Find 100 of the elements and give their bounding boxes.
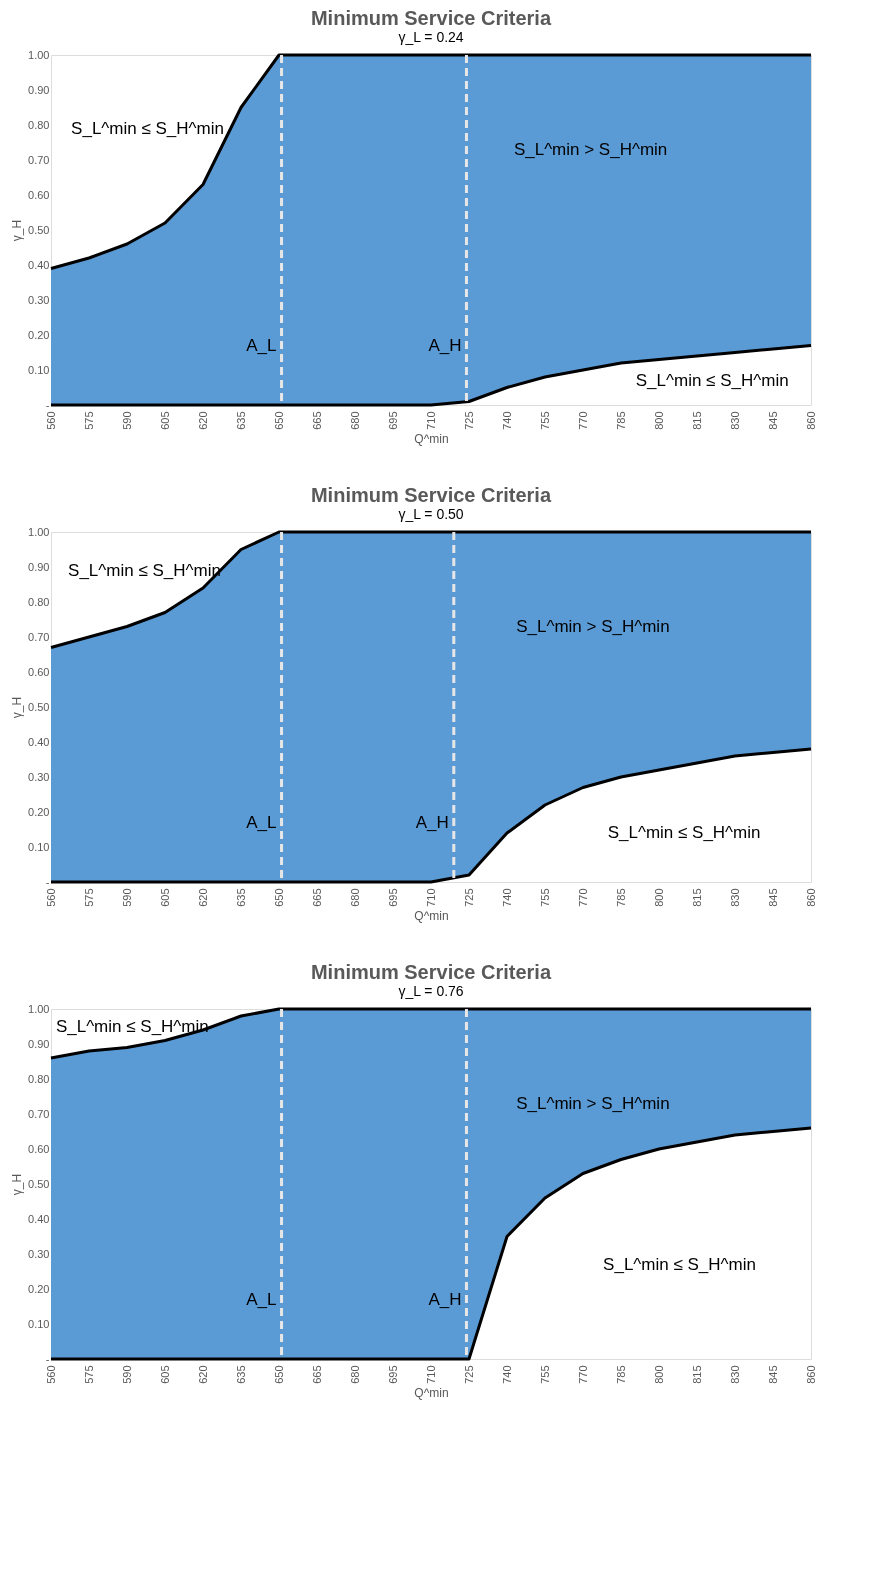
x-tick-label: 560 bbox=[44, 411, 57, 430]
annotation: S_L^min ≤ S_H^min bbox=[635, 370, 789, 390]
y-tick-label: 1.00 bbox=[28, 48, 50, 61]
x-tick-label: 695 bbox=[386, 888, 399, 907]
ref-line-label: A_H bbox=[428, 335, 462, 355]
x-tick-label: 755 bbox=[538, 1365, 551, 1384]
x-tick-label: 845 bbox=[766, 1365, 779, 1384]
y-tick-label: 0.10 bbox=[28, 1317, 50, 1330]
y-tick-label: 0.60 bbox=[28, 188, 50, 201]
annotation: S_L^min ≤ S_H^min bbox=[71, 118, 224, 138]
x-tick-label: 860 bbox=[804, 888, 817, 907]
x-tick-label: 800 bbox=[652, 888, 665, 907]
ref-line-label: A_L bbox=[246, 812, 277, 832]
y-tick-label: 0.70 bbox=[28, 630, 50, 643]
x-tick-label: 605 bbox=[158, 411, 171, 430]
y-tick-label: 1.00 bbox=[28, 525, 50, 538]
x-tick-label: 725 bbox=[462, 888, 475, 907]
x-tick-label: 665 bbox=[310, 888, 323, 907]
x-tick-label: 590 bbox=[120, 411, 133, 430]
x-tick-label: 710 bbox=[424, 411, 437, 430]
x-tick-label: 665 bbox=[310, 1365, 323, 1384]
y-tick-label: 0.80 bbox=[28, 595, 50, 608]
x-tick-label: 770 bbox=[576, 1365, 589, 1384]
x-tick-label: 860 bbox=[804, 411, 817, 430]
x-tick-label: 620 bbox=[196, 888, 209, 907]
x-tick-label: 590 bbox=[120, 888, 133, 907]
x-tick-label: 635 bbox=[234, 411, 247, 430]
x-tick-label: 800 bbox=[652, 1365, 665, 1384]
x-axis-title: Q^min bbox=[414, 1385, 449, 1400]
x-tick-label: 845 bbox=[766, 888, 779, 907]
y-tick-label: - bbox=[45, 875, 50, 888]
x-tick-label: 710 bbox=[424, 1365, 437, 1384]
x-tick-label: 560 bbox=[44, 888, 57, 907]
x-tick-label: 815 bbox=[690, 888, 703, 907]
x-tick-label: 575 bbox=[82, 888, 95, 907]
annotation: S_L^min ≤ S_H^min bbox=[607, 823, 761, 842]
y-tick-label: 0.80 bbox=[28, 118, 50, 131]
x-tick-label: 815 bbox=[690, 411, 703, 430]
x-tick-label: 755 bbox=[538, 411, 551, 430]
y-tick-label: 0.40 bbox=[28, 1212, 50, 1225]
y-tick-label: 0.90 bbox=[28, 83, 50, 96]
y-tick-label: 0.50 bbox=[28, 223, 50, 236]
y-tick-label: 0.60 bbox=[28, 1142, 50, 1155]
y-tick-label: 1.00 bbox=[28, 1002, 50, 1015]
x-tick-label: 860 bbox=[804, 1365, 817, 1384]
y-axis-title: γ_H bbox=[10, 696, 25, 719]
y-tick-label: 0.60 bbox=[28, 665, 50, 678]
chart-title: Minimum Service Criteria bbox=[310, 961, 552, 983]
x-tick-label: 755 bbox=[538, 888, 551, 907]
x-tick-label: 635 bbox=[234, 1365, 247, 1384]
y-tick-label: 0.40 bbox=[28, 735, 50, 748]
x-tick-label: 725 bbox=[462, 1365, 475, 1384]
x-tick-label: 650 bbox=[272, 888, 285, 907]
x-tick-label: 845 bbox=[766, 411, 779, 430]
x-tick-label: 635 bbox=[234, 888, 247, 907]
annotation: S_L^min > S_H^min bbox=[513, 139, 668, 159]
x-tick-label: 665 bbox=[310, 411, 323, 430]
y-tick-label: 0.20 bbox=[28, 328, 50, 341]
x-axis-title: Q^min bbox=[414, 908, 449, 923]
x-axis-title: Q^min bbox=[414, 431, 449, 446]
y-tick-label: 0.30 bbox=[28, 293, 50, 306]
ref-line-label: A_H bbox=[428, 1289, 462, 1309]
x-tick-label: 785 bbox=[614, 1365, 627, 1384]
ref-line-label: A_H bbox=[415, 812, 449, 832]
ref-line-label: A_L bbox=[246, 335, 277, 355]
y-tick-label: 0.50 bbox=[28, 1177, 50, 1190]
x-tick-label: 710 bbox=[424, 888, 437, 907]
x-tick-label: 725 bbox=[462, 411, 475, 430]
chart-title: Minimum Service Criteria bbox=[310, 7, 552, 29]
x-tick-label: 815 bbox=[690, 1365, 703, 1384]
x-tick-label: 785 bbox=[614, 888, 627, 907]
x-tick-label: 695 bbox=[386, 411, 399, 430]
chart-subtitle: γ_L = 0.24 bbox=[398, 29, 464, 45]
x-tick-label: 830 bbox=[728, 888, 741, 907]
x-tick-label: 605 bbox=[158, 888, 171, 907]
y-tick-label: 0.20 bbox=[28, 805, 50, 818]
annotation: S_L^min ≤ S_H^min bbox=[68, 560, 221, 580]
x-tick-label: 620 bbox=[196, 411, 209, 430]
y-axis-title: γ_H bbox=[10, 219, 25, 242]
y-tick-label: 0.70 bbox=[28, 153, 50, 166]
annotation: S_L^min > S_H^min bbox=[516, 1093, 670, 1113]
x-tick-label: 740 bbox=[500, 1365, 513, 1384]
x-tick-label: 590 bbox=[120, 1365, 133, 1384]
y-tick-label: 0.50 bbox=[28, 700, 50, 713]
chart-subtitle: γ_L = 0.50 bbox=[398, 506, 464, 522]
y-tick-label: 0.10 bbox=[28, 840, 50, 853]
y-tick-label: 0.30 bbox=[28, 770, 50, 783]
x-tick-label: 680 bbox=[348, 888, 361, 907]
y-tick-label: 0.90 bbox=[28, 1037, 50, 1050]
y-tick-label: 0.30 bbox=[28, 1247, 50, 1260]
x-tick-label: 680 bbox=[348, 1365, 361, 1384]
y-tick-label: 0.40 bbox=[28, 258, 50, 271]
y-tick-label: - bbox=[45, 398, 50, 411]
x-tick-label: 650 bbox=[272, 1365, 285, 1384]
annotation: S_L^min > S_H^min bbox=[516, 616, 670, 636]
y-tick-label: 0.80 bbox=[28, 1072, 50, 1085]
y-tick-label: 0.10 bbox=[28, 363, 50, 376]
x-tick-label: 695 bbox=[386, 1365, 399, 1384]
ref-line-label: A_L bbox=[246, 1289, 277, 1309]
x-tick-label: 560 bbox=[44, 1365, 57, 1384]
